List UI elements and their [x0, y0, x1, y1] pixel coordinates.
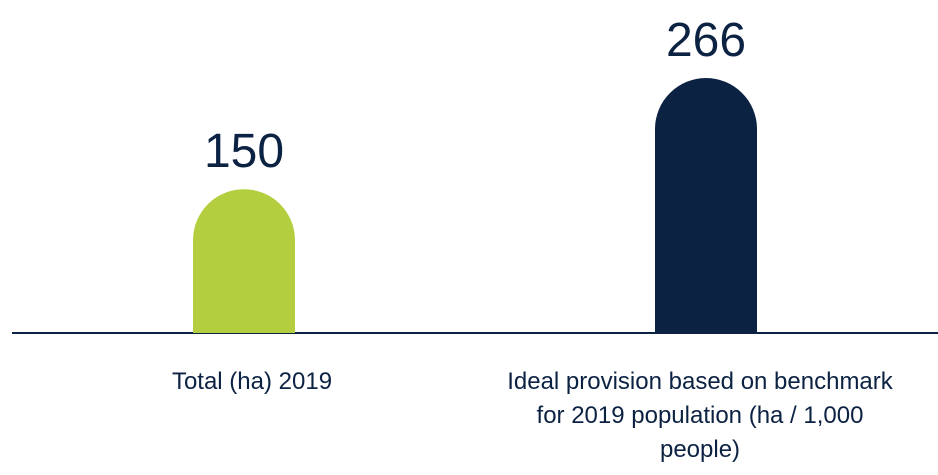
value-label: 266	[666, 14, 746, 67]
category-label: Total (ha) 2019	[171, 368, 333, 395]
value-label: 150	[204, 125, 284, 178]
category-label: Ideal provision based on benchmark for 2…	[507, 368, 893, 463]
bar	[655, 78, 757, 333]
bar	[193, 189, 295, 333]
